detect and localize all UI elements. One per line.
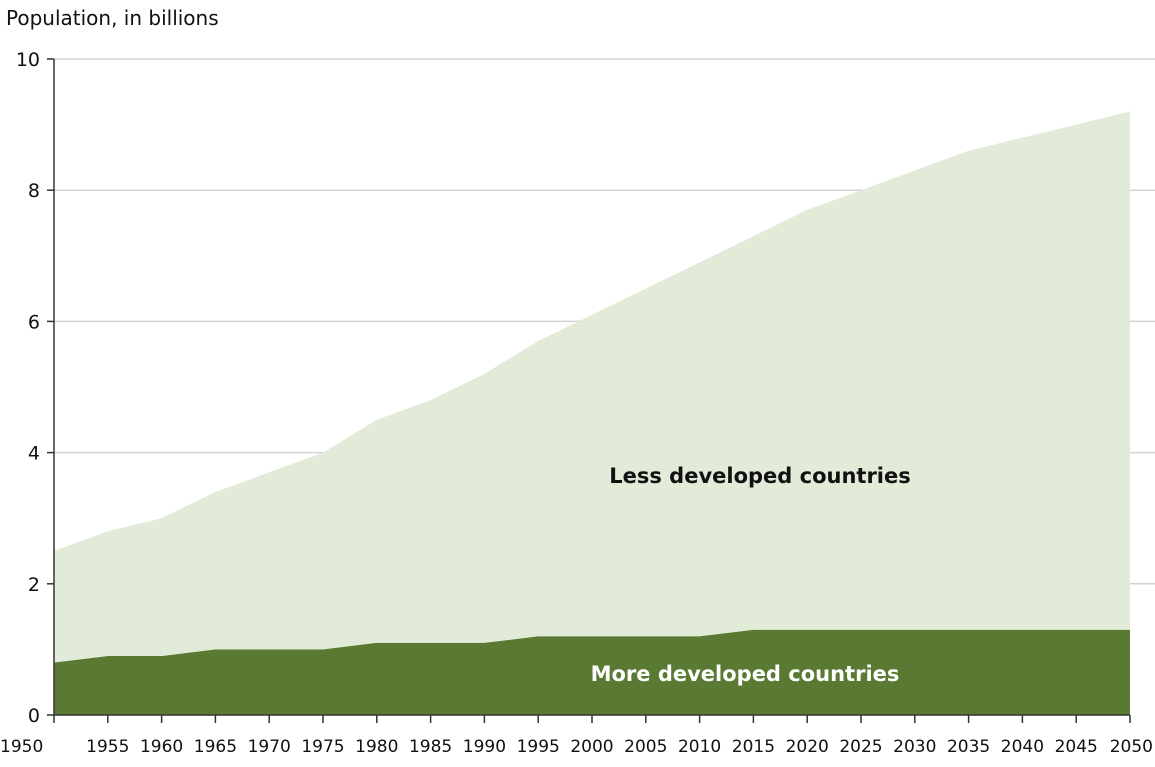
x-tick-label: 2040	[1001, 737, 1044, 757]
y-axis-title: Population, in billions	[6, 6, 219, 30]
x-tick-label: 1985	[409, 737, 452, 757]
x-tick-label: 2000	[570, 737, 613, 757]
x-tick-label: 2050	[1110, 737, 1153, 757]
x-tick-label: 2045	[1055, 737, 1098, 757]
y-tick-label: 2	[28, 574, 40, 596]
x-tick-label: 1965	[194, 737, 237, 757]
y-tick-label: 8	[28, 180, 40, 202]
x-tick-label: 1950	[0, 737, 43, 757]
x-tick-label: 2020	[786, 737, 829, 757]
more-developed-countries-label: More developed countries	[591, 662, 900, 686]
x-tick-label: 2025	[839, 737, 882, 757]
x-tick-label: 2035	[947, 737, 990, 757]
x-tick-label: 1970	[248, 737, 291, 757]
x-tick-label: 2030	[893, 737, 936, 757]
x-tick-label: 1960	[140, 737, 183, 757]
x-tick-label: 2010	[678, 737, 721, 757]
x-tick-label: 1995	[517, 737, 560, 757]
area-series	[54, 111, 1130, 715]
x-tick-label: 1980	[355, 737, 398, 757]
x-tick-label: 1975	[301, 737, 344, 757]
x-tick-labels: 1950 1955 1960 1965 1970 1975 1980 1985 1990 1995…	[0, 737, 1153, 757]
y-tick-label: 10	[16, 49, 40, 71]
x-tick-label: 1990	[463, 737, 506, 757]
x-tick-label: 2005	[624, 737, 667, 757]
x-tick-label: 2015	[732, 737, 775, 757]
y-tick-label: 4	[28, 443, 40, 465]
y-tick-label: 6	[28, 311, 40, 333]
more-developed-countries-area	[54, 629, 1130, 715]
series-labels: More developed countries Less developed c…	[591, 464, 911, 686]
axes	[47, 58, 1131, 723]
less-developed-countries-area	[54, 111, 1130, 663]
y-tick-label: 0	[28, 705, 40, 727]
y-tick-labels: 0 2 4 6 8 10	[16, 49, 40, 727]
less-developed-countries-label: Less developed countries	[609, 464, 911, 488]
x-tick-label: 1955	[86, 737, 129, 757]
